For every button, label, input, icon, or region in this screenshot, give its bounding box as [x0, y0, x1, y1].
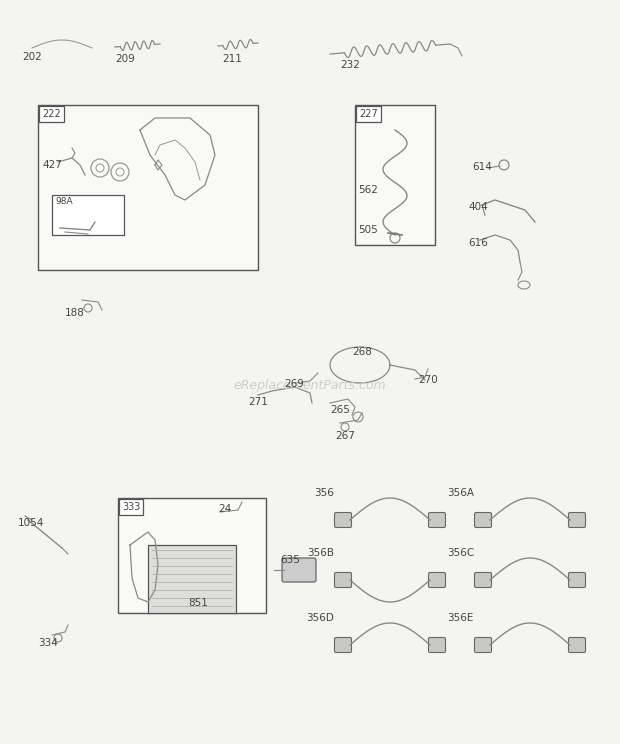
- FancyBboxPatch shape: [335, 513, 352, 527]
- Text: 562: 562: [358, 185, 378, 195]
- Text: 1054: 1054: [18, 518, 45, 528]
- Bar: [52, 195, 124, 235]
- Text: 616: 616: [468, 238, 488, 248]
- Text: 356D: 356D: [306, 613, 334, 623]
- Text: 268: 268: [352, 347, 372, 357]
- Text: 188: 188: [65, 308, 85, 318]
- FancyBboxPatch shape: [428, 513, 446, 527]
- FancyBboxPatch shape: [474, 572, 492, 588]
- FancyBboxPatch shape: [569, 638, 585, 652]
- FancyBboxPatch shape: [569, 572, 585, 588]
- FancyBboxPatch shape: [335, 572, 352, 588]
- FancyBboxPatch shape: [282, 558, 316, 582]
- Text: eReplacementParts.com: eReplacementParts.com: [234, 379, 386, 391]
- Text: 24: 24: [218, 504, 231, 514]
- FancyBboxPatch shape: [428, 638, 446, 652]
- Text: 267: 267: [335, 431, 355, 441]
- Bar: [355, 105, 435, 245]
- Text: 98A: 98A: [55, 197, 73, 206]
- Text: 505: 505: [358, 225, 378, 235]
- Text: 232: 232: [340, 60, 360, 70]
- Text: 404: 404: [468, 202, 488, 212]
- Text: 270: 270: [418, 375, 438, 385]
- Bar: [148, 545, 236, 613]
- Text: 211: 211: [222, 54, 242, 64]
- Text: 356: 356: [314, 488, 334, 498]
- Text: 333: 333: [122, 502, 140, 512]
- Text: 271: 271: [248, 397, 268, 407]
- Text: 851: 851: [188, 598, 208, 608]
- Text: 356C: 356C: [447, 548, 474, 558]
- Text: 334: 334: [38, 638, 58, 648]
- Text: 202: 202: [22, 52, 42, 62]
- FancyBboxPatch shape: [335, 638, 352, 652]
- FancyBboxPatch shape: [474, 513, 492, 527]
- FancyBboxPatch shape: [428, 572, 446, 588]
- Bar: [118, 498, 266, 613]
- Text: 356B: 356B: [307, 548, 334, 558]
- Text: 614: 614: [472, 162, 492, 172]
- Text: 269: 269: [284, 379, 304, 389]
- FancyBboxPatch shape: [569, 513, 585, 527]
- Text: 356E: 356E: [448, 613, 474, 623]
- Text: 635: 635: [280, 555, 300, 565]
- Text: 265: 265: [330, 405, 350, 415]
- Text: 209: 209: [115, 54, 135, 64]
- Text: 222: 222: [42, 109, 61, 119]
- FancyBboxPatch shape: [474, 638, 492, 652]
- Bar: [38, 105, 258, 270]
- Text: 427: 427: [42, 160, 62, 170]
- Text: 356A: 356A: [447, 488, 474, 498]
- Text: 227: 227: [359, 109, 378, 119]
